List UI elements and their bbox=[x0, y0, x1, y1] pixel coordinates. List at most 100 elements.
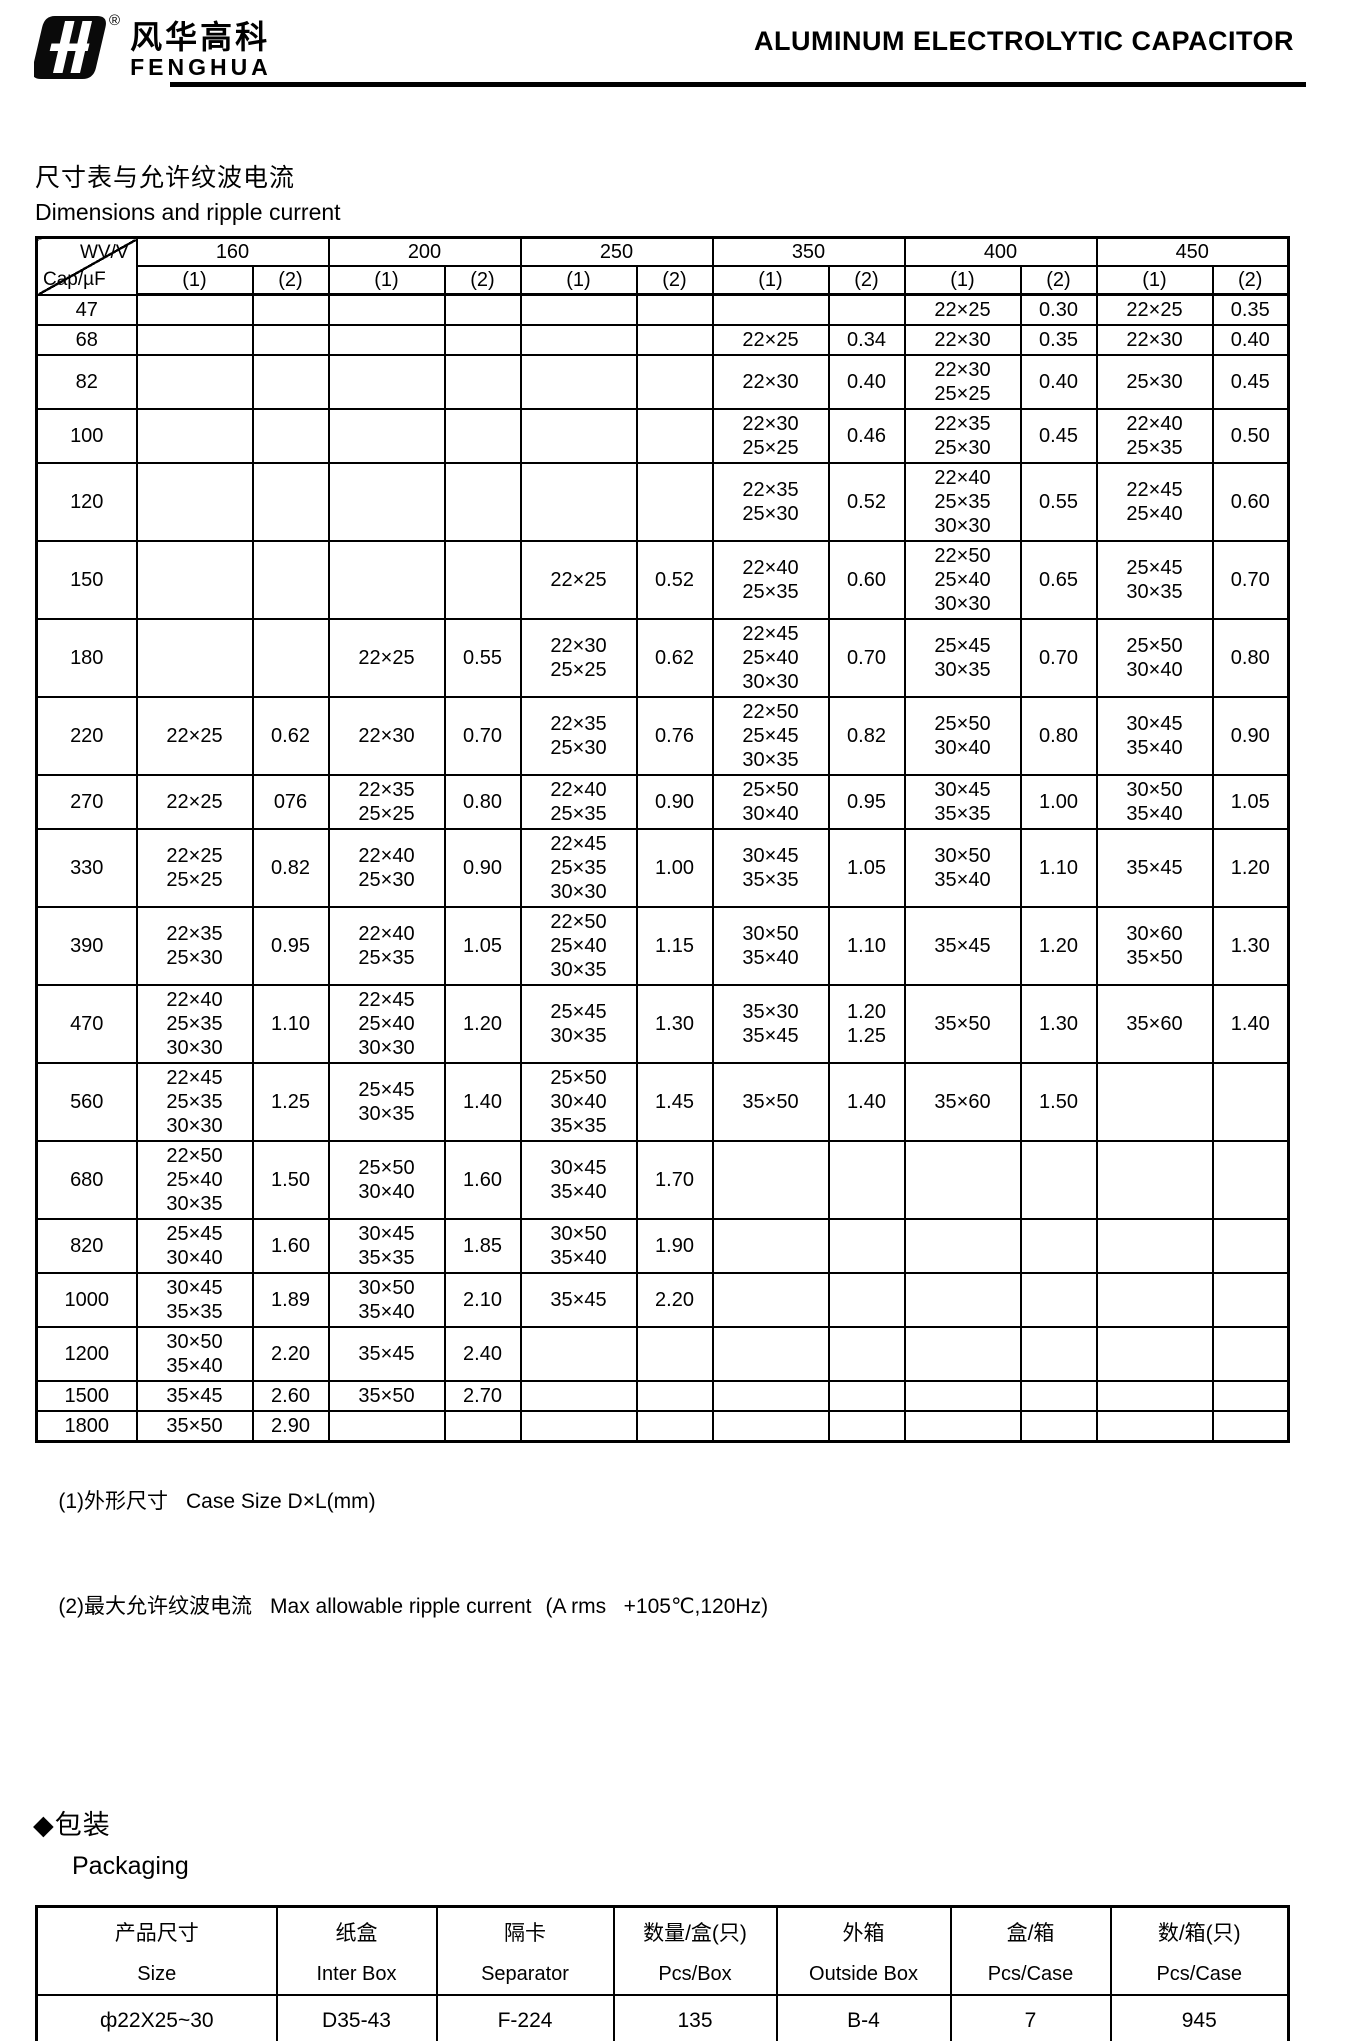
dimensions-table-container: WV/V Cap/µF 160 200 250 350 400 450 (1) (2) (1) (2)… bbox=[0, 236, 1368, 1443]
subheader-160-2: (2) bbox=[251, 265, 330, 296]
dim-cell-case-size-120-400: 22×40 25×35 30×30 bbox=[903, 462, 1022, 542]
footnote-2-chinese: (2)最大允许纹波电流 bbox=[58, 1595, 253, 1618]
dim-cell-ripple-current-470-160: 1.10 bbox=[251, 984, 330, 1064]
registered-trademark-symbol: ® bbox=[109, 12, 121, 29]
dim-cell-case-size-330-200: 22×40 25×30 bbox=[327, 828, 446, 908]
dim-cell-case-size-150-350: 22×40 25×35 bbox=[711, 540, 830, 620]
dim-cell-ripple-current-47-450: 0.35 bbox=[1211, 293, 1290, 326]
dim-cell-case-size-220-350: 22×50 25×45 30×35 bbox=[711, 696, 830, 776]
fenghua-logo: ® 风华高科 FENGHUA bbox=[34, 12, 272, 80]
dim-cell-ripple-current-68-450: 0.40 bbox=[1211, 324, 1290, 356]
header-rule bbox=[170, 82, 1306, 87]
dim-cell-ripple-current-680-400 bbox=[1019, 1140, 1098, 1220]
dim-cell-case-size-100-200 bbox=[327, 408, 446, 464]
packaging-header-row: 产品尺寸 Size 纸盒 Inter Box 隔卡 Separator 数量/盒(只) Pcs… bbox=[35, 1905, 1290, 1996]
dim-cell-ripple-current-680-200: 1.60 bbox=[443, 1140, 522, 1220]
dim-cell-ripple-current-470-400: 1.30 bbox=[1019, 984, 1098, 1064]
dim-cell-case-size-390-160: 22×35 25×30 bbox=[135, 906, 254, 986]
dim-cell-ripple-current-180-350: 0.70 bbox=[827, 618, 906, 698]
footnote-1-chinese: (1)外形尺寸 bbox=[58, 1490, 169, 1513]
dim-cell-ripple-current-330-160: 0.82 bbox=[251, 828, 330, 908]
cap-value-1000: 1000 bbox=[35, 1272, 138, 1328]
dim-cell-case-size-330-350: 30×45 35×35 bbox=[711, 828, 830, 908]
pack-header-1-english: Size bbox=[137, 1962, 177, 1985]
dim-cell-ripple-current-47-250 bbox=[635, 293, 714, 326]
dim-cell-ripple-current-1500-350 bbox=[827, 1380, 906, 1412]
dim-cell-ripple-current-560-160: 1.25 bbox=[251, 1062, 330, 1142]
subheader-450-2: (2) bbox=[1211, 265, 1290, 296]
dim-cell-ripple-current-150-450: 0.70 bbox=[1211, 540, 1290, 620]
pack-header-6: 盒/箱 Pcs/Case bbox=[949, 1905, 1112, 1996]
dim-cell-case-size-180-250: 22×30 25×25 bbox=[519, 618, 638, 698]
brand-name-english: FENGHUA bbox=[130, 54, 272, 80]
dim-cell-case-size-1200-400 bbox=[903, 1326, 1022, 1382]
dim-cell-case-size-820-250: 30×50 35×40 bbox=[519, 1218, 638, 1274]
dim-cell-case-size-220-200: 22×30 bbox=[327, 696, 446, 776]
dim-cell-case-size-680-350 bbox=[711, 1140, 830, 1220]
footnote-1: (1)外形尺寸 Case Size D×L(mm) bbox=[35, 1455, 1368, 1548]
dim-cell-ripple-current-100-160 bbox=[251, 408, 330, 464]
dim-cell-ripple-current-120-160 bbox=[251, 462, 330, 542]
dim-cell-case-size-560-200: 25×45 30×35 bbox=[327, 1062, 446, 1142]
dim-cell-ripple-current-120-450: 0.60 bbox=[1211, 462, 1290, 542]
pack-cell-1-3: F-224 bbox=[435, 1994, 615, 2041]
dim-cell-ripple-current-390-400: 1.20 bbox=[1019, 906, 1098, 986]
dim-cell-ripple-current-100-350: 0.46 bbox=[827, 408, 906, 464]
dim-cell-ripple-current-1000-200: 2.10 bbox=[443, 1272, 522, 1328]
dim-cell-case-size-390-450: 30×60 35×50 bbox=[1095, 906, 1214, 986]
dim-cell-ripple-current-100-250 bbox=[635, 408, 714, 464]
dim-cell-ripple-current-390-350: 1.10 bbox=[827, 906, 906, 986]
dim-cell-case-size-680-400 bbox=[903, 1140, 1022, 1220]
dim-cell-case-size-560-450 bbox=[1095, 1062, 1214, 1142]
dim-cell-ripple-current-220-160: 0.62 bbox=[251, 696, 330, 776]
dim-cell-case-size-82-250 bbox=[519, 354, 638, 410]
dim-cell-ripple-current-180-450: 0.80 bbox=[1211, 618, 1290, 698]
dim-cell-case-size-390-200: 22×40 25×35 bbox=[327, 906, 446, 986]
footnote-1-english: Case Size D×L(mm) bbox=[186, 1490, 376, 1513]
cap-value-1200: 1200 bbox=[35, 1326, 138, 1382]
dim-cell-case-size-1500-400 bbox=[903, 1380, 1022, 1412]
dim-cell-case-size-330-450: 35×45 bbox=[1095, 828, 1214, 908]
dim-cell-ripple-current-82-200 bbox=[443, 354, 522, 410]
dim-row-150: 150 22×25 0.52 22×40 25×35 0.60 22×50 25×40 3… bbox=[35, 540, 1290, 620]
dim-cell-case-size-270-350: 25×50 30×40 bbox=[711, 774, 830, 830]
dim-cell-case-size-47-400: 22×25 bbox=[903, 293, 1022, 326]
cap-value-680: 680 bbox=[35, 1140, 138, 1220]
dim-cell-ripple-current-1000-250: 2.20 bbox=[635, 1272, 714, 1328]
dim-cell-ripple-current-120-400: 0.55 bbox=[1019, 462, 1098, 542]
dim-cell-case-size-470-250: 25×45 30×35 bbox=[519, 984, 638, 1064]
dim-cell-ripple-current-390-450: 1.30 bbox=[1211, 906, 1290, 986]
dim-cell-ripple-current-1500-400 bbox=[1019, 1380, 1098, 1412]
dim-cell-case-size-1000-160: 30×45 35×35 bbox=[135, 1272, 254, 1328]
dim-cell-case-size-180-350: 22×45 25×40 30×30 bbox=[711, 618, 830, 698]
dim-cell-case-size-100-400: 22×35 25×30 bbox=[903, 408, 1022, 464]
cap-value-1500: 1500 bbox=[35, 1380, 138, 1412]
dim-cell-ripple-current-47-160 bbox=[251, 293, 330, 326]
dim-cell-case-size-1200-160: 30×50 35×40 bbox=[135, 1326, 254, 1382]
pack-cell-1-5: B-4 bbox=[775, 1994, 952, 2041]
dim-cell-case-size-560-250: 25×50 30×40 35×35 bbox=[519, 1062, 638, 1142]
dim-row-220: 220 22×25 0.62 22×30 0.70 22×35 25×30 0.76 22×5… bbox=[35, 696, 1290, 776]
dim-cell-case-size-330-400: 30×50 35×40 bbox=[903, 828, 1022, 908]
dim-cell-ripple-current-560-450 bbox=[1211, 1062, 1290, 1142]
dim-cell-ripple-current-47-200 bbox=[443, 293, 522, 326]
cap-value-820: 820 bbox=[35, 1218, 138, 1274]
voltage-header-350: 350 bbox=[711, 236, 906, 267]
dim-cell-case-size-470-200: 22×45 25×40 30×30 bbox=[327, 984, 446, 1064]
cap-value-560: 560 bbox=[35, 1062, 138, 1142]
dim-cell-ripple-current-1800-350 bbox=[827, 1410, 906, 1443]
dim-cell-case-size-120-250 bbox=[519, 462, 638, 542]
dim-cell-ripple-current-180-200: 0.55 bbox=[443, 618, 522, 698]
dim-cell-ripple-current-82-350: 0.40 bbox=[827, 354, 906, 410]
dim-cell-ripple-current-68-350: 0.34 bbox=[827, 324, 906, 356]
dim-cell-ripple-current-330-350: 1.05 bbox=[827, 828, 906, 908]
dim-cell-case-size-1800-200 bbox=[327, 1410, 446, 1443]
dim-cell-case-size-220-400: 25×50 30×40 bbox=[903, 696, 1022, 776]
dim-cell-ripple-current-560-400: 1.50 bbox=[1019, 1062, 1098, 1142]
dim-cell-case-size-150-400: 22×50 25×40 30×30 bbox=[903, 540, 1022, 620]
dim-cell-ripple-current-220-250: 0.76 bbox=[635, 696, 714, 776]
dim-cell-ripple-current-82-400: 0.40 bbox=[1019, 354, 1098, 410]
dim-cell-case-size-68-350: 22×25 bbox=[711, 324, 830, 356]
pack-header-2-english: Inter Box bbox=[316, 1962, 397, 1985]
voltage-header-160: 160 bbox=[135, 236, 330, 267]
